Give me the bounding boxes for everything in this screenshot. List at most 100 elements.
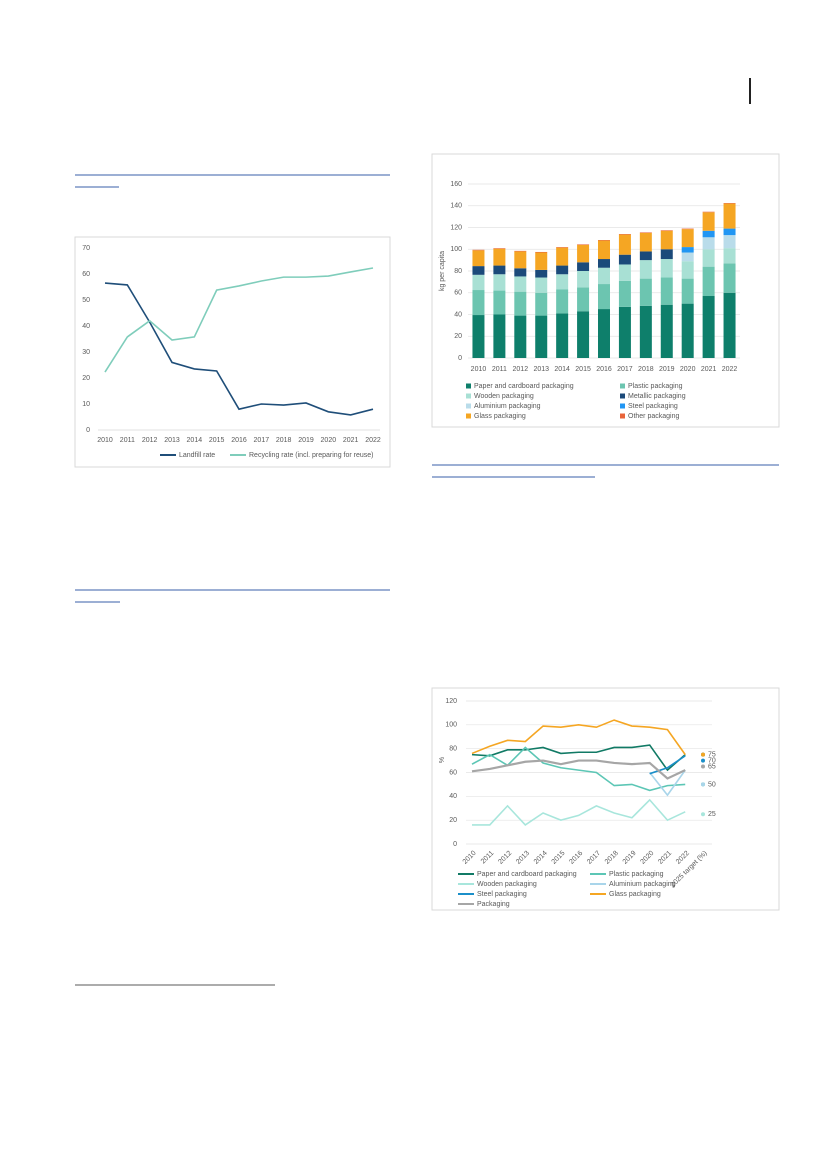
- x-tick-label: 2021: [701, 366, 717, 373]
- x-tick-label: 2020: [680, 366, 696, 373]
- target-dot: [701, 752, 705, 757]
- bar-segment: [618, 234, 631, 235]
- series-line: [649, 769, 686, 797]
- x-tick-label: 2014: [187, 437, 203, 444]
- bar-segment: [556, 247, 569, 248]
- bar-segment: [681, 247, 694, 253]
- target-dot: [701, 764, 705, 769]
- bar-segment: [514, 315, 527, 358]
- bar-segment: [702, 296, 715, 358]
- y-tick-label: 40: [454, 311, 462, 318]
- legend-label: Recycling rate (incl. preparing for reus…: [249, 452, 374, 459]
- bar-segment: [514, 291, 527, 316]
- bar-segment: [556, 265, 569, 275]
- bar-segment: [660, 304, 673, 358]
- bar-segment: [660, 230, 673, 231]
- bar-segment: [702, 237, 715, 250]
- y-tick-label: 120: [445, 698, 457, 705]
- x-tick-label: 2012: [142, 437, 158, 444]
- y-tick-label: 0: [453, 841, 457, 848]
- bar-segment: [702, 266, 715, 297]
- bar-segment: [639, 232, 652, 252]
- bar-segment: [598, 309, 610, 358]
- bar-segment: [660, 230, 673, 250]
- x-tick-label: 2020: [321, 437, 337, 444]
- bar-segment: [681, 252, 694, 262]
- legend-label: Aluminium packaging: [474, 403, 541, 410]
- page-marker: [749, 78, 751, 104]
- bar-segment: [493, 248, 506, 266]
- bar-segment: [472, 250, 485, 267]
- legend-swatch: [466, 383, 471, 389]
- series-line: [471, 759, 686, 780]
- target-dot: [701, 782, 705, 787]
- legend-label: Landfill rate: [179, 452, 215, 459]
- y-tick-label: 80: [449, 746, 457, 753]
- series-line: [471, 744, 686, 772]
- x-tick-label: 2022: [365, 437, 381, 444]
- y-tick-label: 80: [454, 268, 462, 275]
- legend-label: Paper and cardboard packaging: [474, 383, 574, 390]
- bar-segment: [639, 260, 652, 279]
- x-tick-label: 2015: [575, 366, 591, 373]
- bar-segment: [493, 274, 506, 291]
- x-tick-label: 2022: [675, 850, 691, 866]
- series-line: [649, 755, 686, 775]
- target-label: 50: [708, 781, 716, 788]
- bar-segment: [514, 276, 527, 292]
- y-tick-label: 40: [82, 323, 90, 330]
- chart-frame: [431, 687, 780, 911]
- target-label: 65: [708, 763, 716, 770]
- bar-segment: [681, 278, 694, 304]
- y-tick-label: 30: [82, 349, 90, 356]
- y-tick-label: 10: [82, 401, 90, 408]
- x-tick-label: 2018: [604, 850, 620, 866]
- target-label: 75: [708, 751, 716, 758]
- y-tick-label: 50: [82, 297, 90, 304]
- x-tick-label: 2017: [617, 366, 633, 373]
- chart-frame: [431, 153, 780, 428]
- bar-segment: [598, 240, 610, 241]
- legend-label: Wooden packaging: [477, 881, 537, 888]
- x-tick-label: 2019: [659, 366, 675, 373]
- bar-segment: [472, 249, 485, 251]
- legend-swatch: [620, 393, 625, 399]
- bar-segment: [598, 267, 610, 285]
- x-tick-label: 2020: [639, 850, 655, 866]
- y-tick-label: 0: [458, 355, 462, 362]
- bar-segment: [681, 303, 694, 358]
- legend-label: Other packaging: [628, 413, 679, 420]
- x-tick-label: 2014: [554, 366, 570, 373]
- bar-segment: [723, 228, 736, 236]
- y-tick-label: 40: [449, 793, 457, 800]
- bar-segment: [639, 251, 652, 261]
- y-tick-label: 60: [449, 769, 457, 776]
- y-tick-label: 20: [82, 375, 90, 382]
- bar-segment: [535, 277, 548, 293]
- target-label: 70: [708, 757, 716, 764]
- bar-segment: [514, 268, 527, 277]
- y-tick-label: 0: [86, 427, 90, 434]
- bar-segment: [535, 252, 548, 270]
- bar-segment: [577, 262, 590, 271]
- bar-segment: [472, 266, 485, 275]
- bar-segment: [577, 244, 590, 263]
- y-tick-label: 20: [454, 333, 462, 340]
- y-tick-label: 20: [449, 817, 457, 824]
- target-dot: [701, 758, 705, 763]
- y-tick-label: 100: [445, 722, 457, 729]
- bar-segment: [723, 263, 736, 293]
- bar-segment: [535, 315, 548, 358]
- x-tick-label: 2015: [209, 437, 225, 444]
- bar-segment: [493, 290, 506, 315]
- y-tick-label: 60: [454, 290, 462, 297]
- legend-swatch: [620, 403, 625, 409]
- bar-segment: [702, 249, 715, 267]
- legend-swatch: [620, 383, 625, 389]
- bar-segment: [598, 259, 610, 268]
- series-line: [104, 267, 374, 373]
- bar-segment: [639, 278, 652, 306]
- bar-segment: [598, 284, 610, 310]
- bar-segment: [472, 315, 485, 358]
